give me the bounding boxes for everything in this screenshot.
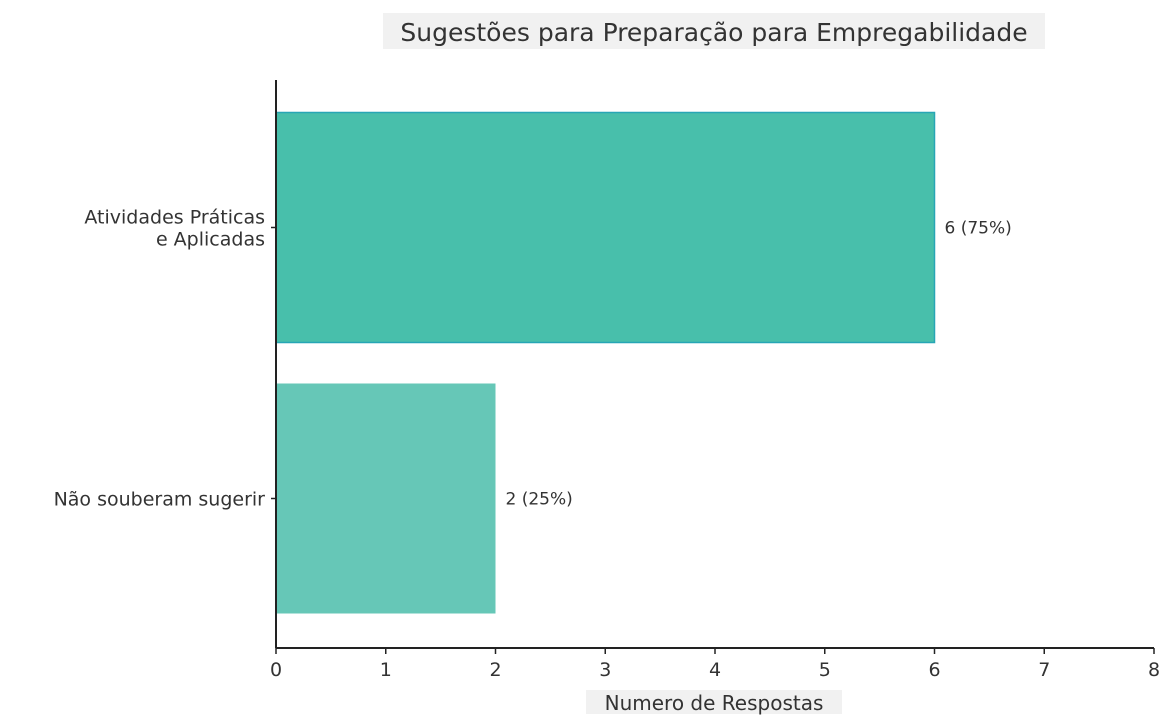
x-tick-label-5: 5: [819, 659, 831, 681]
x-axis-ticks: 0 1 2 3 4 5 6 7 8: [270, 648, 1160, 681]
data-label-2: 2 (25%): [506, 490, 573, 510]
x-tick-label-4: 4: [709, 659, 721, 681]
chart-title: Sugestões para Preparação para Empregabi…: [400, 18, 1027, 47]
x-tick-label-3: 3: [599, 659, 611, 681]
bar-1: [275, 111, 936, 344]
category-label-1-line-1: Atividades Práticas: [84, 207, 265, 229]
x-axis-label: Numero de Respostas: [605, 691, 824, 715]
category-label-2-line-1: Não souberam sugerir: [54, 489, 266, 511]
chart-title-background: [383, 13, 1045, 49]
data-label-1: 6 (75%): [945, 219, 1012, 239]
x-axis-label-background: [586, 690, 842, 714]
bars-group: [275, 111, 936, 614]
x-tick-label-0: 0: [270, 659, 282, 681]
x-tick-label-8: 8: [1148, 659, 1160, 681]
x-tick-label-1: 1: [380, 659, 392, 681]
bar-2: [276, 383, 496, 614]
x-tick-label-7: 7: [1038, 659, 1050, 681]
category-label-1-line-2: e Aplicadas: [156, 229, 265, 251]
x-tick-label-6: 6: [928, 659, 940, 681]
x-tick-label-2: 2: [489, 659, 501, 681]
